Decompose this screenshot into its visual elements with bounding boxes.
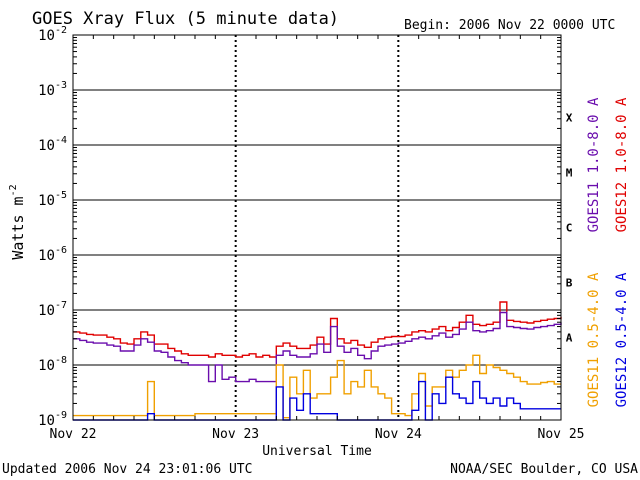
y-tick-exponent: -6	[55, 245, 67, 256]
y-tick-exponent: -9	[55, 410, 67, 421]
flare-class-labels: X M C B A	[566, 112, 573, 345]
legend: GOES11 1.0-8.0 A GOES12 1.0-8.0 A GOES11 0…	[586, 97, 630, 407]
y-tick-exponent: -8	[55, 355, 67, 366]
series-goes11-1-0-8-0-a	[73, 311, 562, 383]
y-tick-base: 10	[38, 413, 55, 429]
flare-class-m: M	[566, 167, 573, 180]
x-tick-label: Nov 22	[50, 427, 97, 442]
plot-frame	[72, 34, 562, 421]
x-tick-label: Nov 23	[212, 427, 259, 442]
y-tick-label: 10-3	[38, 80, 67, 99]
begin-label: Begin: 2006 Nov 22 0000 UTC	[404, 18, 615, 33]
y-tick-label: 10-5	[38, 190, 67, 209]
x-ticks: Nov 22 Nov 23 Nov 24 Nov 25	[50, 35, 585, 442]
y-tick-base: 10	[38, 193, 55, 209]
y-tick-label: 10-8	[38, 355, 67, 374]
legend-entry-goes11-0-5-4-0-a: GOES11 0.5-4.0 A	[586, 272, 602, 407]
flare-class-b: B	[566, 277, 573, 290]
updated-timestamp: Updated 2006 Nov 24 23:01:06 UTC	[2, 462, 252, 477]
y-axis-label-text: Watts m	[9, 196, 27, 259]
y-axis-label: Watts m-2	[8, 184, 27, 259]
y-tick-exponent: -4	[55, 135, 67, 146]
legend-entry-goes12-1-0-8-0-a: GOES12 1.0-8.0 A	[614, 97, 630, 232]
y-tick-label: 10-4	[38, 135, 67, 154]
y-ticks: 10-210-310-410-510-610-710-810-9	[38, 25, 561, 429]
legend-entry-goes12-0-5-4-0-a: GOES12 0.5-4.0 A	[614, 272, 630, 407]
y-tick-base: 10	[38, 303, 55, 319]
y-tick-label: 10-2	[38, 25, 67, 44]
x-tick-label: Nov 25	[538, 427, 585, 442]
series-layer	[73, 301, 562, 421]
x-tick-label: Nov 24	[375, 427, 422, 442]
y-tick-base: 10	[38, 28, 55, 44]
y-tick-exponent: -5	[55, 190, 67, 201]
source-credit: NOAA/SEC Boulder, CO USA	[450, 462, 638, 477]
y-tick-base: 10	[38, 83, 55, 99]
plot-grid	[73, 35, 561, 420]
y-tick-base: 10	[38, 138, 55, 154]
y-tick-base: 10	[38, 358, 55, 374]
y-axis-label-exponent: -2	[8, 184, 19, 196]
x-axis-label: Universal Time	[262, 444, 372, 459]
flare-class-x: X	[566, 112, 573, 125]
series-goes11-0-5-4-0-a	[73, 354, 561, 419]
legend-entry-goes11-1-0-8-0-a: GOES11 1.0-8.0 A	[586, 97, 602, 232]
y-tick-label: 10-6	[38, 245, 67, 264]
y-tick-exponent: -7	[55, 300, 67, 311]
svg-text:Watts m-2: Watts m-2	[8, 184, 27, 259]
chart-title: GOES Xray Flux (5 minute data)	[32, 9, 339, 29]
y-tick-base: 10	[38, 248, 55, 264]
y-tick-label: 10-7	[38, 300, 67, 319]
y-tick-exponent: -3	[55, 80, 67, 91]
y-tick-exponent: -2	[55, 25, 67, 36]
y-tick-label: 10-9	[38, 410, 67, 429]
flare-class-c: C	[566, 222, 573, 235]
flare-class-a: A	[566, 332, 573, 345]
